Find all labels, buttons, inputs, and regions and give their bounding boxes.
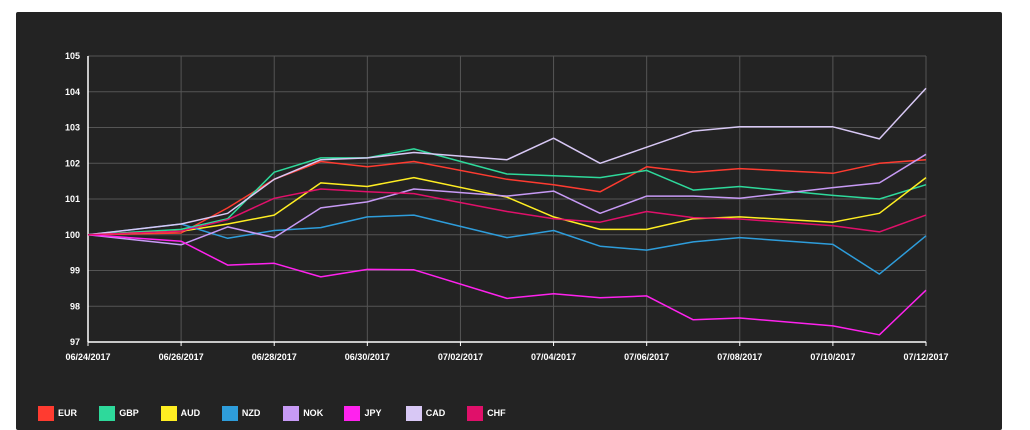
legend-label: AUD: [180, 408, 201, 418]
chart-panel: 97 98 99 100 101 102 103 104 105 06/24/2017 06/26/…: [16, 12, 1002, 430]
y-tick-label: 104: [65, 87, 80, 97]
y-tick-label: 101: [65, 194, 80, 204]
legend-swatch: [221, 405, 238, 421]
series-line-eur: [87, 158, 927, 236]
grid: [87, 55, 927, 343]
legend-label: CHF: [487, 408, 506, 418]
legend-swatch: [38, 405, 54, 421]
legend-swatch: [99, 405, 116, 421]
legend-label: EUR: [58, 408, 78, 418]
legend-item-jpy[interactable]: JPY: [344, 405, 405, 421]
series-line-chf: [87, 188, 927, 236]
legend-item-aud[interactable]: AUD: [160, 405, 222, 421]
series-line-nok: [87, 153, 927, 246]
legend-label: GBP: [119, 408, 139, 418]
legend-swatch: [160, 405, 177, 421]
legend-label: NOK: [303, 408, 324, 418]
legend-swatch: [283, 405, 300, 421]
legend-swatch: [344, 405, 361, 421]
x-tick-label: 07/04/2017: [531, 352, 576, 362]
y-tick-label: 102: [65, 158, 80, 168]
x-tick-label: 07/08/2017: [717, 352, 762, 362]
y-tick-label: 100: [65, 230, 80, 240]
legend-item-nzd[interactable]: NZD: [221, 405, 283, 421]
legend-item-chf[interactable]: CHF: [467, 405, 528, 421]
x-tick-label: 07/02/2017: [438, 352, 483, 362]
series-line-aud: [87, 176, 927, 236]
legend-item-eur[interactable]: EUR: [38, 405, 99, 421]
x-tick-label: 06/30/2017: [345, 352, 390, 362]
legend-item-cad[interactable]: CAD: [405, 405, 467, 421]
legend-swatch: [467, 405, 484, 421]
series-line-nzd: [87, 214, 927, 275]
legend-swatch: [405, 405, 422, 421]
series-line-jpy: [87, 234, 927, 336]
line-chart: 97 98 99 100 101 102 103 104 105 06/24/2017 06/26/…: [65, 51, 949, 362]
y-tick-label: 99: [70, 266, 80, 276]
x-tick-label: 06/24/2017: [65, 352, 110, 362]
legend-label: CAD: [425, 408, 446, 418]
y-tick-label: 98: [70, 301, 80, 311]
y-tick-label: 97: [70, 337, 80, 347]
x-tick-label: 07/10/2017: [810, 352, 855, 362]
x-tick-label: 07/12/2017: [903, 352, 948, 362]
legend: EUR GBP AUD NZD NOK JPY CAD CHF: [38, 405, 528, 421]
legend-label: JPY: [364, 408, 382, 418]
series-lines: [87, 87, 927, 336]
y-tick-label: 103: [65, 123, 80, 133]
legend-item-nok[interactable]: NOK: [283, 405, 344, 421]
tick-labels: 97 98 99 100 101 102 103 104 105 06/24/2017 06/26/…: [65, 51, 949, 362]
series-line-cad: [87, 87, 927, 236]
x-tick-label: 07/06/2017: [624, 352, 669, 362]
legend-label: NZD: [241, 408, 261, 418]
legend-item-gbp[interactable]: GBP: [99, 405, 160, 421]
x-tick-label: 06/26/2017: [159, 352, 204, 362]
x-tick-label: 06/28/2017: [252, 352, 297, 362]
axes: [87, 56, 927, 346]
y-tick-label: 105: [65, 51, 80, 61]
